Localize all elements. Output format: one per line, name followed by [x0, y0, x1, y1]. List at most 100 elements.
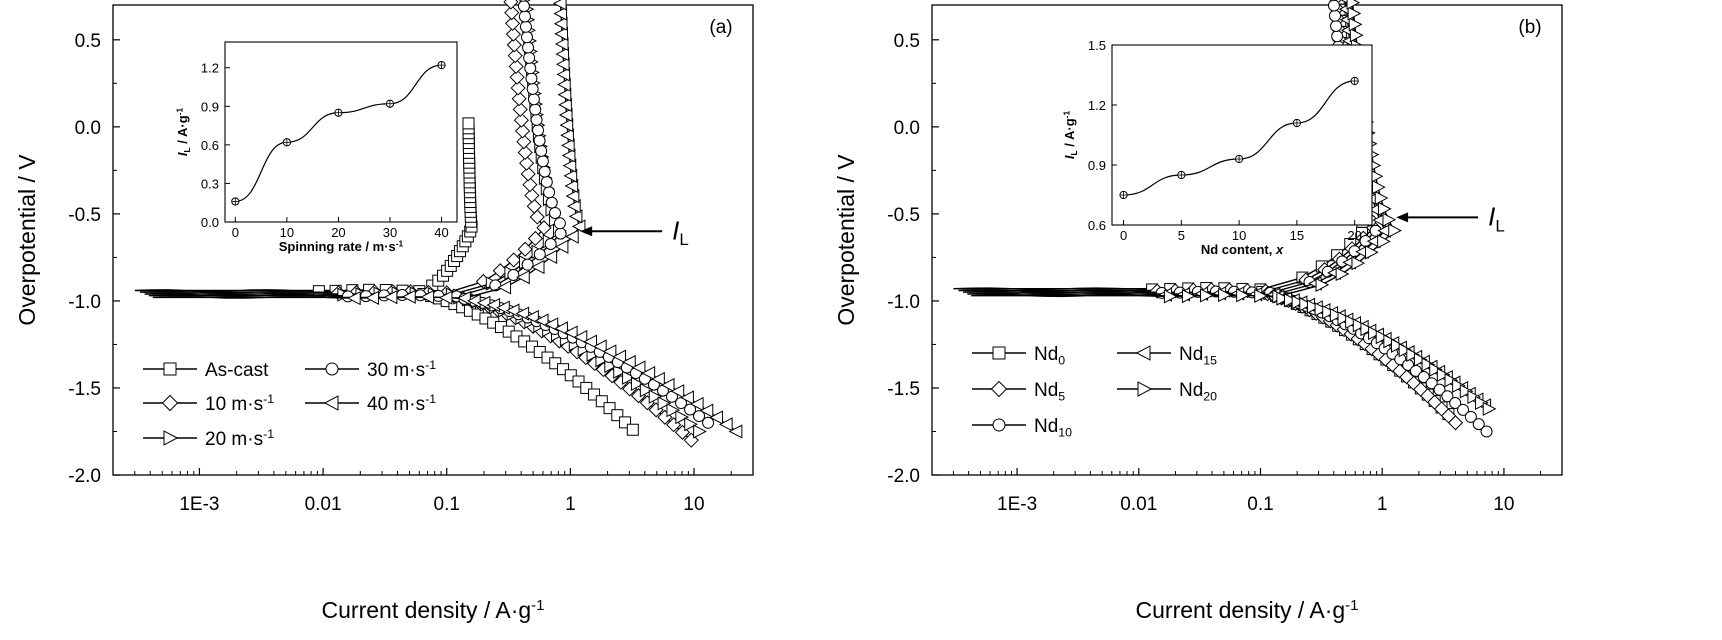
y-axis: 0.5 0.0 -0.5 -1.0 -1.5 -2.0 [887, 31, 939, 487]
data-point [1200, 288, 1214, 303]
legend-item: 20 m·s-1 [143, 427, 274, 450]
y-axis-title: Overpotential / V [833, 154, 859, 326]
data-point [680, 390, 694, 405]
data-point [517, 241, 533, 257]
data-point [1181, 288, 1196, 304]
data-point [1335, 266, 1350, 282]
inset-x-tick-label: 40 [434, 225, 448, 240]
data-point [530, 113, 543, 126]
series-triangle-left [152, 0, 743, 439]
data-point [1306, 299, 1321, 314]
data-point [1337, 311, 1352, 326]
data-point [588, 388, 601, 401]
x-tick-label: 0.01 [1120, 494, 1157, 515]
data-point [1322, 305, 1336, 320]
data-point [507, 269, 520, 282]
inset-point [1292, 118, 1301, 128]
data-point [684, 417, 698, 432]
data-point [527, 230, 544, 247]
x-axis-title: Current density / A·g-1 [1136, 597, 1359, 623]
data-point [1315, 277, 1330, 293]
legend-marker [163, 362, 177, 376]
data-point [1388, 223, 1402, 238]
y-tick-label: 0.0 [894, 118, 920, 139]
data-point [557, 77, 571, 92]
legend-label: Nd15 [1179, 344, 1217, 367]
data-point [709, 410, 723, 425]
data-point [538, 165, 551, 178]
inset-point [385, 99, 395, 108]
data-point [693, 424, 707, 439]
data-point [1444, 373, 1459, 388]
inset-chart: 0 10 20 30 40 0.0 0.3 0.6 0.9 1.2 Spinning rate / … [174, 41, 458, 254]
data-point [631, 360, 646, 375]
data-point [553, 217, 566, 230]
data-point [1346, 0, 1361, 10]
inset-x-tick-label: 10 [1232, 228, 1246, 243]
data-point [503, 0, 519, 10]
legend-item: 30 m·s-1 [305, 358, 436, 381]
data-point [1163, 289, 1178, 304]
data-point [521, 258, 534, 271]
data-point [558, 107, 573, 123]
data-point [1472, 418, 1485, 431]
inset-y-tick-label: 1.5 [1088, 38, 1106, 53]
y-tick-label: -0.5 [887, 205, 920, 226]
data-point [630, 376, 645, 392]
y-tick-label: -1.0 [887, 292, 920, 313]
legend-marker [990, 380, 1008, 398]
data-point [639, 383, 654, 398]
legend-label: Nd5 [1034, 380, 1065, 403]
legend-label: 40 m·s-1 [367, 392, 436, 415]
data-point [476, 295, 491, 310]
data-point [1475, 395, 1489, 411]
data-point [496, 300, 510, 315]
x-tick-label: 0.1 [1247, 494, 1273, 515]
data-point [560, 128, 574, 143]
x-tick-label: 10 [683, 494, 704, 515]
data-point [565, 229, 579, 244]
data-point [592, 339, 607, 354]
data-point [543, 186, 556, 199]
data-point [1349, 28, 1364, 43]
data-point [1436, 367, 1451, 383]
data-point [1368, 325, 1382, 341]
data-point [509, 69, 525, 85]
data-point [580, 381, 593, 394]
data-point [522, 177, 538, 193]
data-point [1331, 30, 1344, 43]
il-annotation: IL [1396, 201, 1505, 235]
data-point [613, 364, 627, 379]
inset-x-tick-label: 20 [331, 225, 345, 240]
data-point [462, 117, 475, 130]
data-point [526, 198, 542, 214]
data-point [583, 334, 597, 349]
data-point [554, 26, 569, 42]
data-point [520, 166, 536, 182]
data-point [504, 5, 520, 21]
inset-x-tick-label: 30 [383, 225, 397, 240]
legend-marker [1137, 381, 1153, 397]
legend-marker [161, 394, 179, 412]
legend-marker [163, 430, 179, 446]
data-point [1291, 294, 1306, 310]
arrow-head [580, 226, 593, 237]
x-tick-label: 1E-3 [179, 494, 219, 515]
data-point [1299, 297, 1313, 312]
il-annotation: IL [580, 215, 689, 249]
data-point [554, 321, 568, 336]
data-point [675, 409, 690, 425]
data-point [1360, 321, 1375, 337]
data-point [511, 91, 527, 107]
data-point [529, 209, 545, 225]
legend-label: Nd20 [1179, 380, 1217, 403]
data-point [516, 270, 530, 285]
inset-frame [224, 41, 458, 223]
data-point [518, 10, 531, 23]
data-point [563, 168, 578, 183]
data-point [536, 220, 552, 236]
data-point [558, 97, 572, 112]
inset-y-title: IL / A·g-1 [1061, 111, 1079, 160]
inset-point [437, 61, 446, 70]
